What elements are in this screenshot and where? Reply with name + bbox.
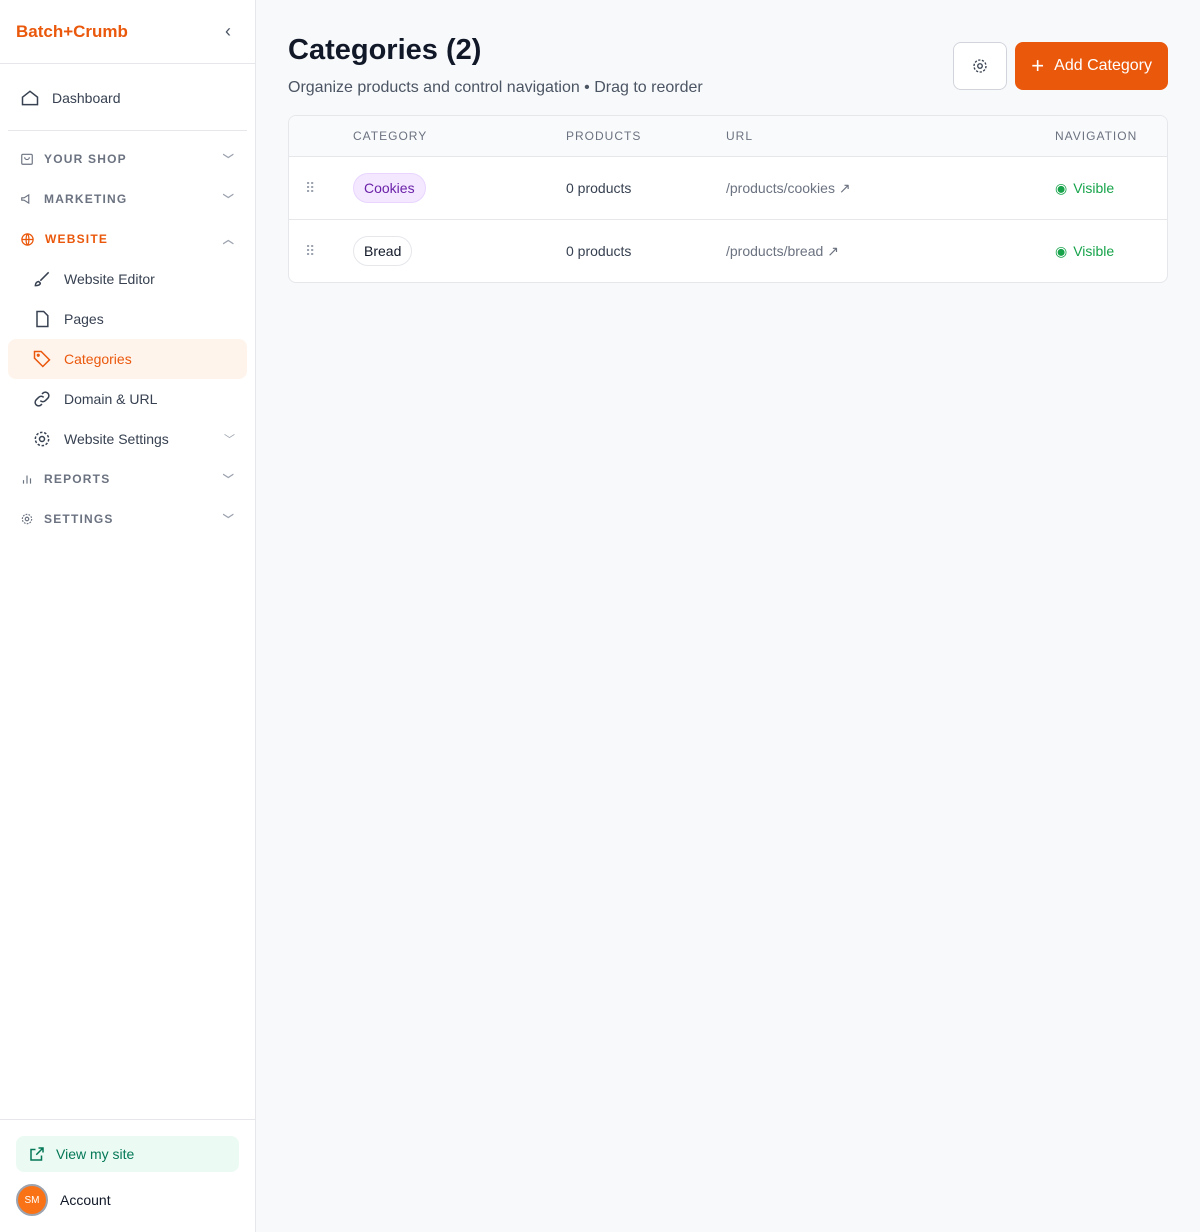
sidebar-item-label: Dashboard xyxy=(52,90,121,106)
file-icon xyxy=(36,310,49,328)
sidebar-item-domain-url[interactable]: Domain & URL xyxy=(8,379,247,419)
tag-icon xyxy=(33,350,51,368)
section-website[interactable]: WEBSITE ︿ xyxy=(8,219,247,259)
product-count: 0 products xyxy=(566,243,632,259)
column-header: CATEGORY xyxy=(353,129,428,143)
external-link-icon: ↗ xyxy=(827,242,839,259)
category-url-link[interactable]: /products/cookies ↗ xyxy=(726,180,1055,197)
column-header: PRODUCTS xyxy=(566,129,642,143)
section-your-shop[interactable]: YOUR SHOP ﹀ xyxy=(8,139,247,179)
collapse-sidebar-icon[interactable]: ‹ xyxy=(225,21,231,41)
gear-icon xyxy=(21,513,33,525)
column-header: NAVIGATION xyxy=(1055,129,1138,143)
bar-chart-icon xyxy=(22,475,32,484)
shopping-bag-icon xyxy=(21,153,33,165)
section-reports[interactable]: REPORTS ﹀ xyxy=(8,459,247,499)
visibility-label: Visible xyxy=(1073,180,1115,196)
view-my-site-label: View my site xyxy=(56,1146,135,1162)
page-subtitle: Organize products and control navigation… xyxy=(288,79,703,96)
column-header: URL xyxy=(726,129,754,143)
visibility-label: Visible xyxy=(1073,243,1115,259)
chevron-up-icon: ︿ xyxy=(222,234,235,246)
category-pill[interactable]: Cookies xyxy=(353,173,426,203)
product-count: 0 products xyxy=(566,180,632,196)
account-label: Account xyxy=(60,1192,111,1208)
section-label: SETTINGS xyxy=(44,512,114,526)
add-category-label: Add Category xyxy=(1054,57,1152,74)
category-url-link[interactable]: /products/bread ↗ xyxy=(726,243,1055,260)
drag-handle-icon[interactable]: ⠿ xyxy=(305,242,316,259)
view-my-site-button[interactable]: View my site xyxy=(16,1136,239,1172)
sidebar-item-label: Pages xyxy=(64,311,104,327)
sidebar: Batch+Crumb ‹ Dashboard YOUR SHOP ﹀ MARKE… xyxy=(0,0,256,1232)
section-marketing[interactable]: MARKETING ﹀ xyxy=(8,179,247,219)
sidebar-item-label: Website Settings xyxy=(64,431,169,447)
brand-logo[interactable]: Batch+Crumb xyxy=(16,21,128,41)
section-label: WEBSITE xyxy=(45,232,109,246)
chevron-down-icon: ﹀ xyxy=(222,474,235,486)
external-link-icon: ↗ xyxy=(838,179,851,196)
sidebar-footer: View my site SM Account xyxy=(0,1119,255,1232)
sidebar-item-website-settings[interactable]: Website Settings ﹀ xyxy=(8,419,247,459)
chevron-down-icon: ﹀ xyxy=(222,194,235,206)
megaphone-icon xyxy=(21,193,30,205)
chevron-down-icon: ﹀ xyxy=(224,434,235,446)
url-text: /products/bread xyxy=(726,242,824,259)
home-icon xyxy=(21,90,39,106)
external-link-icon xyxy=(30,1147,44,1161)
add-category-button[interactable]: + Add Category xyxy=(1015,42,1168,90)
link-icon xyxy=(34,391,50,407)
plus-icon: + xyxy=(1031,53,1045,78)
gear-icon xyxy=(34,431,50,447)
navigation-status[interactable]: ◉ Visible xyxy=(1055,180,1114,197)
categories-table: CATEGORY PRODUCTS URL NAVIGATION ⠿ Cooki… xyxy=(288,115,1168,283)
eye-icon: ◉ xyxy=(1055,242,1068,259)
eye-icon: ◉ xyxy=(1055,179,1068,196)
drag-handle-icon[interactable]: ⠿ xyxy=(305,179,316,196)
url-text: /products/cookies xyxy=(726,179,835,196)
section-label: MARKETING xyxy=(44,192,128,206)
table-header: CATEGORY PRODUCTS URL NAVIGATION xyxy=(289,116,1167,156)
table-row[interactable]: ⠿ Cookies 0 products /products/cookies ↗… xyxy=(289,156,1167,219)
account-menu[interactable]: SM Account xyxy=(16,1184,239,1216)
brand-header: Batch+Crumb ‹ xyxy=(0,0,255,64)
gear-icon xyxy=(973,59,987,73)
globe-icon xyxy=(21,232,34,246)
sidebar-item-pages[interactable]: Pages xyxy=(8,299,247,339)
chevron-down-icon: ﹀ xyxy=(222,514,235,526)
sidebar-item-dashboard[interactable]: Dashboard xyxy=(8,78,247,118)
main-content: Categories (2) Organize products and con… xyxy=(288,0,1168,283)
sidebar-item-website-editor[interactable]: Website Editor xyxy=(8,259,247,299)
sidebar-item-label: Website Editor xyxy=(64,271,155,287)
section-label: YOUR SHOP xyxy=(44,152,127,166)
page-title: Categories (2) xyxy=(288,34,482,66)
category-pill[interactable]: Bread xyxy=(353,236,413,266)
navigation-status[interactable]: ◉ Visible xyxy=(1055,243,1114,260)
avatar: SM xyxy=(16,1184,48,1216)
sidebar-item-label: Domain & URL xyxy=(64,391,158,407)
section-settings[interactable]: SETTINGS ﹀ xyxy=(8,499,247,539)
chevron-down-icon: ﹀ xyxy=(222,154,235,166)
settings-button[interactable] xyxy=(953,42,1008,90)
table-row[interactable]: ⠿ Bread 0 products /products/bread ↗ ◉ Vi… xyxy=(289,219,1167,282)
sidebar-item-categories[interactable]: Categories xyxy=(8,339,247,379)
paintbrush-icon xyxy=(34,271,50,287)
section-label: REPORTS xyxy=(44,472,111,486)
sidebar-item-label: Categories xyxy=(64,351,132,367)
